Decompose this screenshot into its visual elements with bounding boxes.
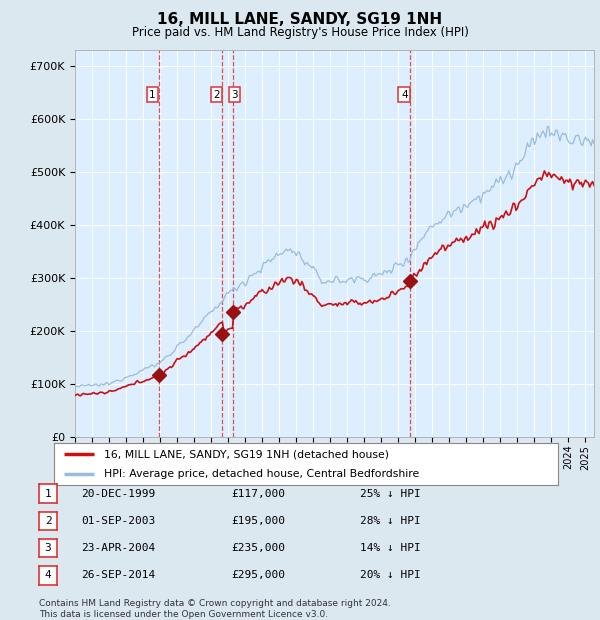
Text: £235,000: £235,000 — [231, 543, 285, 553]
Text: 28% ↓ HPI: 28% ↓ HPI — [360, 516, 421, 526]
Text: 4: 4 — [44, 570, 52, 580]
Text: 3: 3 — [231, 90, 238, 100]
Text: 16, MILL LANE, SANDY, SG19 1NH (detached house): 16, MILL LANE, SANDY, SG19 1NH (detached… — [104, 449, 389, 459]
Text: £117,000: £117,000 — [231, 489, 285, 498]
Text: Contains HM Land Registry data © Crown copyright and database right 2024.
This d: Contains HM Land Registry data © Crown c… — [39, 600, 391, 619]
Text: 1: 1 — [149, 90, 156, 100]
Text: HPI: Average price, detached house, Central Bedfordshire: HPI: Average price, detached house, Cent… — [104, 469, 419, 479]
Text: 3: 3 — [44, 543, 52, 553]
Text: 26-SEP-2014: 26-SEP-2014 — [81, 570, 155, 580]
Text: 20-DEC-1999: 20-DEC-1999 — [81, 489, 155, 498]
Text: £295,000: £295,000 — [231, 570, 285, 580]
Text: 1: 1 — [44, 489, 52, 498]
Text: 20% ↓ HPI: 20% ↓ HPI — [360, 570, 421, 580]
Text: 23-APR-2004: 23-APR-2004 — [81, 543, 155, 553]
Text: 14% ↓ HPI: 14% ↓ HPI — [360, 543, 421, 553]
Text: 2: 2 — [213, 90, 220, 100]
Text: 01-SEP-2003: 01-SEP-2003 — [81, 516, 155, 526]
Text: 4: 4 — [401, 90, 408, 100]
Text: 16, MILL LANE, SANDY, SG19 1NH: 16, MILL LANE, SANDY, SG19 1NH — [157, 12, 443, 27]
Text: Price paid vs. HM Land Registry's House Price Index (HPI): Price paid vs. HM Land Registry's House … — [131, 26, 469, 39]
Text: 2: 2 — [44, 516, 52, 526]
Text: 25% ↓ HPI: 25% ↓ HPI — [360, 489, 421, 498]
Text: £195,000: £195,000 — [231, 516, 285, 526]
